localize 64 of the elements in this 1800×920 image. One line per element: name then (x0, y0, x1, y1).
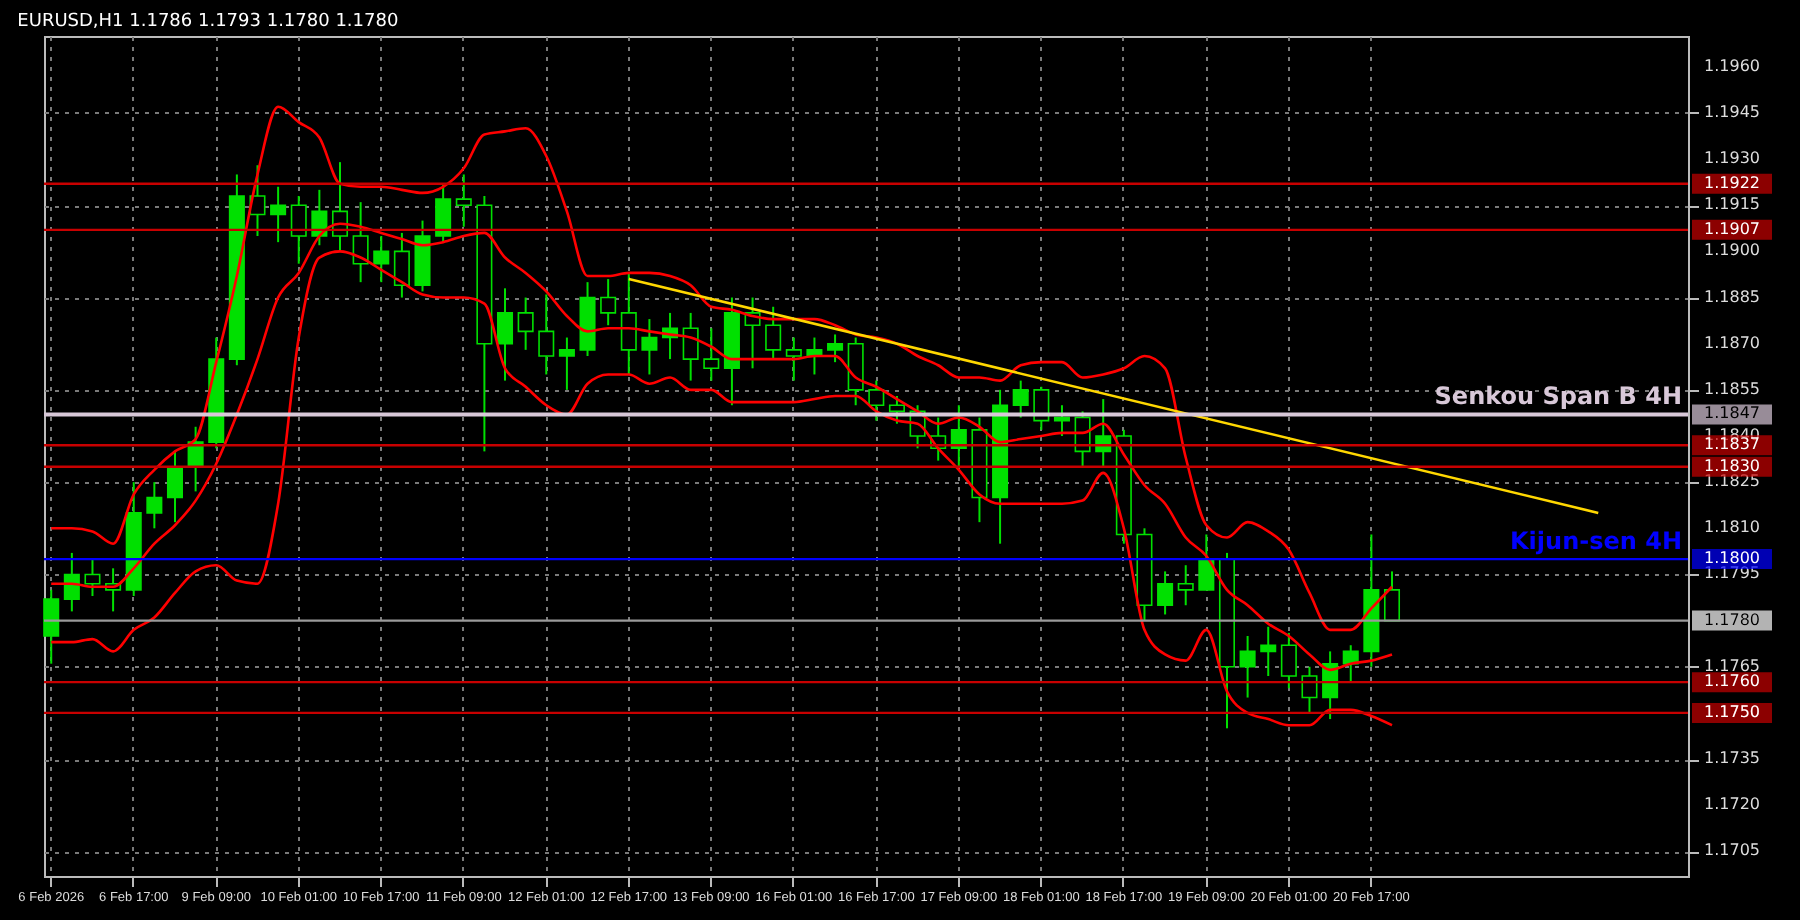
y-tick-label: 1.1810 (1704, 518, 1760, 537)
y-tick-label: 1.1930 (1704, 149, 1760, 168)
candlestick (517, 296, 534, 351)
candlestick (641, 318, 658, 376)
candlestick (1157, 570, 1174, 616)
candlestick (888, 395, 905, 425)
candlestick (620, 271, 637, 376)
chart-title: EURUSD,H1 1.1786 1.1793 1.1780 1.1780 (17, 12, 399, 32)
candlestick (868, 379, 885, 422)
candlestick (1239, 635, 1256, 699)
candlestick (703, 327, 720, 382)
candlestick (166, 450, 183, 524)
line-series (49, 105, 1394, 632)
y-tick-label: 1.1945 (1704, 102, 1760, 121)
candlestick (765, 305, 782, 361)
candlestick (1260, 625, 1277, 677)
y-tick-label: 1.1735 (1704, 749, 1760, 768)
candlestick (538, 293, 555, 376)
candlestick (43, 588, 60, 665)
ref-line-label: 1.1922 (1704, 173, 1760, 192)
y-tick-label: 1.1705 (1704, 841, 1760, 860)
candlestick (1301, 665, 1318, 714)
candlestick (950, 404, 967, 468)
candlestick (84, 558, 101, 597)
y-tick-label: 1.1855 (1704, 379, 1760, 398)
candlestick (435, 182, 452, 244)
candlestick (290, 195, 307, 265)
y-tick-label: 1.1765 (1704, 656, 1760, 675)
candlestick (1177, 564, 1194, 607)
candlestick (558, 336, 575, 391)
annotation: Kijun-sen 4H (1510, 527, 1682, 556)
candlestick (352, 201, 369, 284)
candlestick (146, 481, 163, 530)
annotation: Senkou Span B 4H (1434, 382, 1682, 411)
y-tick-label: 1.1825 (1704, 472, 1760, 491)
candlestick (455, 173, 472, 228)
ref-line-label: 1.1837 (1704, 435, 1760, 454)
ref-line-label: 1.1830 (1704, 456, 1760, 475)
y-tick-label: 1.1750 (1704, 702, 1760, 721)
y-tick-label: 1.1915 (1704, 195, 1760, 214)
candlestick (393, 231, 410, 299)
ref-line-label: 1.1847 (1704, 404, 1760, 423)
y-tick-label: 1.1780 (1704, 610, 1760, 629)
ref-line-label: 1.1907 (1704, 219, 1760, 238)
candlestick (1012, 379, 1029, 419)
y-tick-label: 1.1960 (1704, 56, 1760, 75)
candlestick (497, 287, 514, 382)
candlestick (600, 278, 617, 327)
candlestick (785, 336, 802, 382)
candlestick (682, 311, 699, 382)
y-tick-label: 1.1720 (1704, 795, 1760, 814)
y-tick-label: 1.1795 (1704, 564, 1760, 583)
y-tick-label: 1.1885 (1704, 287, 1760, 306)
candlestick (847, 336, 864, 407)
candlestick (1280, 631, 1297, 690)
candlestick (249, 164, 266, 237)
candlestick (1198, 533, 1215, 591)
candlestick (373, 235, 390, 284)
ref-line-label: 1.1800 (1704, 549, 1760, 568)
y-tick-label: 1.1870 (1704, 333, 1760, 352)
y-tick-label: 1.1900 (1704, 241, 1760, 260)
ref-line-label: 1.1760 (1704, 672, 1760, 691)
candlestick (827, 333, 844, 364)
candlestick (270, 185, 287, 244)
